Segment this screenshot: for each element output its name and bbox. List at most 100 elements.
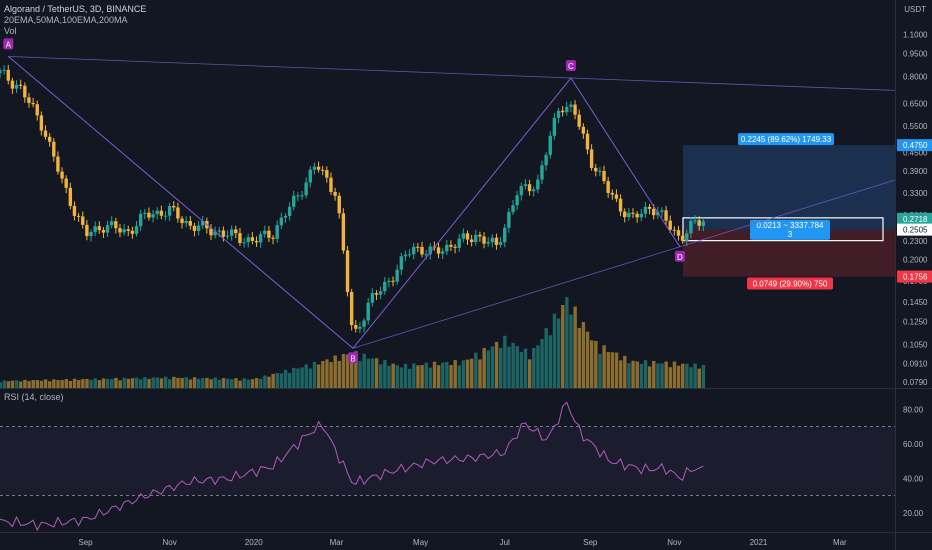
volume-bar: [85, 378, 89, 388]
volume-bar: [540, 339, 544, 388]
volume-bar: [573, 306, 577, 388]
candle-body: [412, 246, 416, 255]
candle-body: [664, 210, 668, 221]
volume-bar: [292, 367, 296, 388]
volume-bar: [461, 360, 466, 388]
candle-body: [511, 205, 515, 213]
volume-bar: [532, 348, 536, 388]
volume-bar: [275, 372, 279, 388]
volume-bar: [511, 342, 515, 388]
volume-bar: [453, 360, 457, 388]
candle-body: [383, 281, 387, 292]
volume-bar: [147, 378, 151, 388]
currency-label: USDT: [904, 5, 926, 14]
volume-bar: [39, 380, 44, 388]
candle-body: [229, 229, 234, 236]
volume-bar: [585, 331, 590, 388]
volume-bar: [647, 366, 652, 388]
long-position-tool[interactable]: 0.2245 (89.62%) 1749.33 0.0213 ~ 3337.784…: [682, 133, 895, 290]
price-label-entry-bg: [897, 223, 932, 236]
volume-bar: [602, 345, 606, 388]
candle-body: [39, 115, 44, 131]
volume-bar: [391, 363, 395, 388]
candle-body: [316, 166, 321, 170]
candle-body: [676, 230, 681, 236]
candle-body: [76, 215, 81, 217]
candle-body: [643, 206, 648, 214]
candle-body: [354, 325, 358, 329]
volume-bar: [432, 361, 437, 388]
candle-body: [672, 229, 677, 231]
candle-body: [416, 246, 420, 248]
candle-body: [589, 149, 594, 168]
candle-body: [292, 195, 296, 207]
time-tick-label: May: [413, 538, 428, 547]
candle-body: [461, 233, 466, 239]
candle-body: [238, 233, 242, 243]
candle-body: [693, 220, 697, 222]
price-tick-label: 0.1450: [903, 298, 928, 307]
time-tick-label: Mar: [330, 538, 344, 547]
candle-body: [536, 179, 540, 190]
candle-body: [474, 234, 478, 243]
stop-label: 0.0749 (29.90%) 750: [753, 280, 828, 289]
candle-body: [296, 195, 300, 197]
candle-body: [10, 80, 15, 89]
candle-body: [81, 216, 85, 225]
chart-title: Algorand / TetherUS, 3D, BINANCE: [4, 4, 147, 14]
volume-bar: [474, 352, 478, 388]
candle-body: [540, 165, 544, 180]
candle-body: [569, 104, 573, 107]
volume-bar: [60, 379, 64, 388]
candle-body: [167, 205, 172, 216]
abcd-pattern[interactable]: A B C D: [3, 38, 896, 364]
volume-bar: [523, 348, 528, 388]
candle-body: [560, 110, 565, 113]
candle-body: [577, 114, 581, 127]
candle-body: [64, 178, 68, 188]
candle-body: [378, 291, 383, 295]
candle-body: [565, 106, 569, 113]
candle-body: [345, 250, 350, 292]
volume-bar: [321, 360, 325, 388]
candle-body: [519, 186, 523, 196]
volume-bar: [283, 369, 288, 388]
price-label-stop-bg: [897, 270, 932, 283]
volume-bar: [93, 378, 97, 388]
candle-body: [176, 207, 180, 219]
volume-bar: [610, 352, 615, 388]
price-tick-label: 0.9500: [903, 50, 928, 59]
candle-body: [329, 177, 333, 192]
candle-body: [515, 195, 519, 206]
candle-body: [180, 218, 184, 224]
pattern-point-a: A: [6, 40, 12, 49]
target-label: 0.2245 (89.62%) 1749.33: [741, 135, 832, 144]
candle-body: [660, 210, 664, 212]
price-label-profit: 0.4750: [903, 141, 928, 150]
candle-body: [101, 230, 106, 233]
volume-bar: [379, 364, 383, 388]
volume-bar: [507, 346, 511, 388]
volume-bar: [577, 328, 581, 388]
candle-body: [312, 166, 317, 170]
candle-body: [594, 167, 598, 172]
candle-body: [494, 237, 499, 245]
candle-body: [2, 69, 6, 71]
time-tick-label: 2020: [245, 538, 263, 547]
volume-bar: [478, 359, 482, 388]
volume-bar: [271, 373, 275, 388]
price-tick-label: 0.5500: [903, 122, 928, 131]
candle-body: [31, 102, 35, 105]
candle-body: [445, 244, 449, 252]
candle-body: [623, 211, 627, 218]
pattern-point-c: C: [568, 62, 574, 71]
price-label-stop: 0.1756: [903, 273, 928, 282]
volume-bar: [556, 318, 561, 388]
candle-body: [242, 242, 246, 244]
volume-bar: [552, 313, 557, 388]
candle-body: [283, 215, 288, 218]
volume-bar: [48, 381, 52, 388]
price-label-current: 0.2718: [903, 215, 928, 224]
